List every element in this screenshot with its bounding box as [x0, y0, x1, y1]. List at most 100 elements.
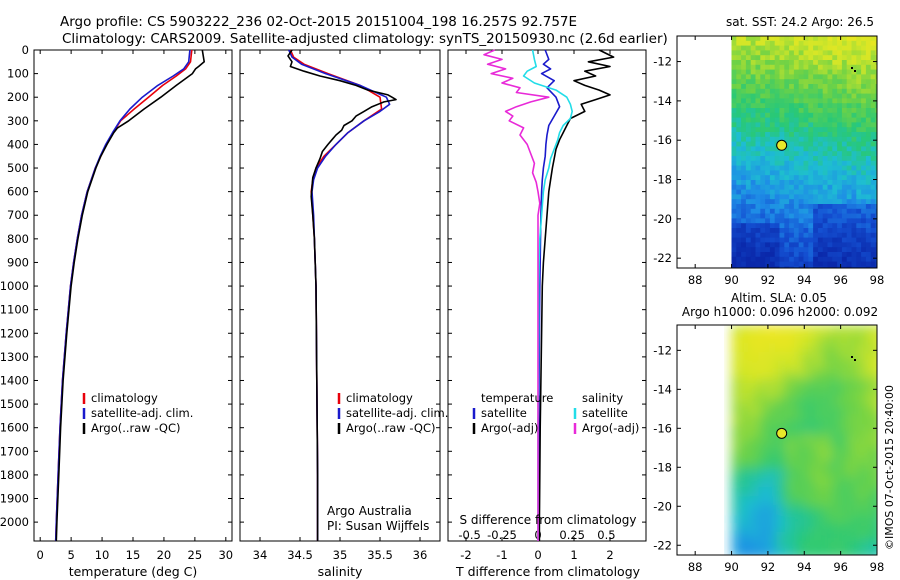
- map-cell: [769, 228, 776, 234]
- map-cell: [793, 50, 800, 56]
- map-cell: [736, 208, 742, 215]
- map-cell: [875, 352, 877, 362]
- map-cell: [812, 505, 823, 515]
- map-cell: [817, 151, 824, 157]
- map-cell: [798, 55, 805, 61]
- map-cell: [870, 55, 877, 61]
- map-cell: [765, 93, 771, 99]
- map-cell: [765, 88, 771, 95]
- map-cell: [812, 469, 823, 479]
- difference-legend: temperature salinitysatelliteArgo(-adj)sa…: [472, 391, 639, 435]
- map-cell: [793, 45, 800, 51]
- map-cell: [774, 103, 781, 109]
- map-cell: [861, 141, 867, 147]
- map-cell: [774, 132, 781, 138]
- map-cell: [832, 223, 838, 229]
- map-cell: [841, 64, 848, 71]
- map-cell: [865, 151, 872, 157]
- map-cell: [841, 108, 848, 114]
- map-cell: [870, 199, 877, 205]
- map-cell: [808, 132, 814, 138]
- map-cell: [736, 228, 742, 234]
- sst-map-title: sat. SST: 24.2 Argo: 26.5: [726, 15, 874, 29]
- map-cell: [767, 370, 778, 380]
- ytick-label: 100: [7, 67, 29, 81]
- map-cell: [779, 122, 785, 128]
- map-cell: [760, 261, 766, 267]
- map-cell: [813, 122, 819, 128]
- map-cell: [861, 64, 867, 71]
- map-cell: [731, 352, 742, 362]
- map-cell: [830, 496, 841, 506]
- map-cell: [839, 550, 850, 555]
- map-cell: [837, 199, 843, 205]
- map-cell: [779, 40, 785, 47]
- map-cell: [870, 180, 877, 186]
- map-cell: [841, 84, 848, 90]
- salinity-lines: [287, 49, 397, 541]
- map-cell: [846, 218, 853, 224]
- map-cell: [865, 242, 872, 248]
- map-cell: [769, 156, 776, 162]
- ytick-label: 1700: [0, 444, 29, 458]
- map-cell: [767, 397, 778, 407]
- map-cell: [749, 433, 760, 443]
- map-cell: [830, 550, 841, 555]
- map-cell: [794, 325, 805, 335]
- map-cell: [851, 36, 857, 42]
- salinity-axes: [239, 49, 441, 542]
- map-cell: [827, 108, 833, 114]
- map-cell: [774, 156, 781, 162]
- map-cell: [774, 93, 781, 99]
- map-cell: [856, 170, 862, 176]
- map-cell: [741, 69, 747, 75]
- map-cell: [856, 232, 862, 239]
- map-cell: [745, 266, 752, 268]
- map-cell: [779, 261, 785, 267]
- map-cell: [846, 261, 853, 267]
- map-cell: [839, 541, 850, 551]
- map-cell: [789, 256, 795, 263]
- map-cell: [774, 256, 781, 263]
- map-cell: [750, 69, 757, 75]
- map-cell: [803, 496, 814, 506]
- map-cell: [861, 208, 867, 215]
- map-cell: [760, 45, 766, 51]
- map-cell: [745, 55, 752, 61]
- map-cell: [758, 442, 769, 452]
- map-cell: [779, 98, 785, 104]
- map-cell: [741, 88, 747, 95]
- map-cell: [798, 252, 805, 258]
- header-line-2: Climatology: CARS2009. Satellite-adjuste…: [62, 31, 668, 47]
- map-cell: [866, 334, 877, 344]
- map-cell: [789, 146, 795, 152]
- map-cell: [798, 141, 805, 147]
- map-cell: [875, 433, 877, 443]
- map-cell: [848, 469, 859, 479]
- map-cell: [750, 252, 757, 258]
- map-cell: [760, 103, 766, 109]
- map-cell: [841, 266, 848, 268]
- map-cell: [856, 228, 862, 234]
- map-cell: [750, 184, 757, 191]
- map-cell: [736, 151, 742, 157]
- map-cell: [779, 256, 785, 263]
- map-cell: [812, 460, 823, 470]
- map-cell: [793, 60, 800, 66]
- map-cell: [755, 64, 761, 71]
- xtick-label: 36: [413, 548, 428, 562]
- map-cell: [861, 88, 867, 95]
- map-cell: [875, 117, 877, 123]
- xtick-label: 20: [157, 548, 172, 562]
- map-cell: [837, 93, 843, 99]
- map-cell: [865, 208, 872, 215]
- map-cell: [827, 74, 833, 80]
- map-cell: [765, 127, 771, 133]
- map-cell: [808, 36, 814, 42]
- map-cell: [857, 361, 868, 371]
- map-cell: [750, 170, 757, 176]
- map-cell: [875, 180, 877, 186]
- map-cell: [846, 98, 853, 104]
- map-cell: [870, 132, 877, 138]
- map-cell: [875, 40, 877, 47]
